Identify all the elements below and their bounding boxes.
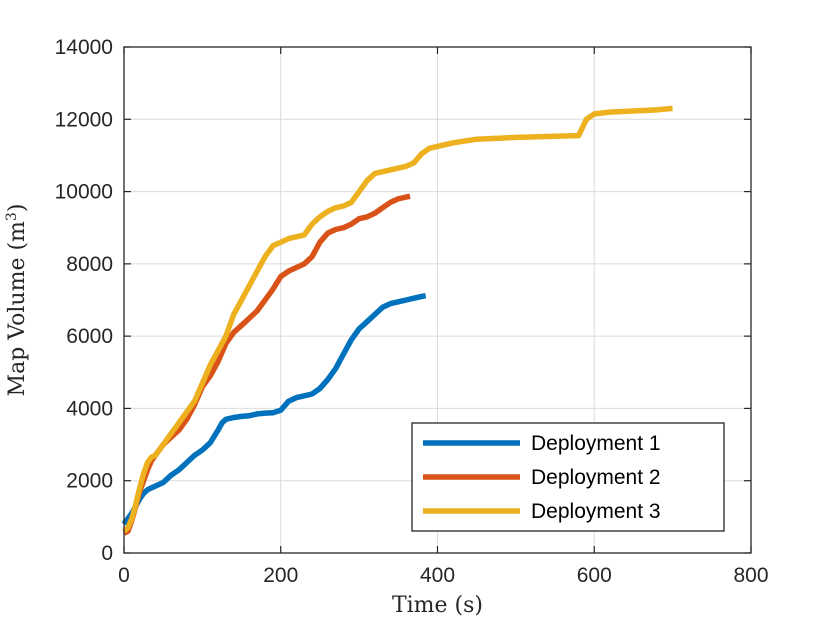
y-axis-label-main: Map Volume (m [5, 221, 30, 396]
x-tick-label: 400 [420, 564, 455, 587]
series-line-deployment-1 [121, 292, 427, 526]
y-tick-label: 12000 [55, 108, 113, 131]
x-axis-label: Time (s) [392, 593, 483, 618]
legend-label-deployment-3: Deployment 3 [531, 500, 661, 523]
legend: Deployment 1 Deployment 2 Deployment 3 [411, 422, 725, 532]
x-tick-label: 0 [118, 564, 130, 587]
y-tick-label: 0 [101, 542, 113, 565]
y-tick-label: 6000 [66, 325, 113, 348]
legend-label-deployment-1: Deployment 1 [531, 432, 661, 455]
y-axis-label: Map Volume (m3) [4, 204, 30, 397]
x-tick-label: 200 [263, 564, 298, 587]
y-axis-label-superscript: 3 [4, 212, 20, 221]
axis-ticks: 0 200 400 600 800020004000600080001000012000… [55, 36, 769, 587]
y-tick-label: 8000 [66, 253, 113, 276]
x-tick-label: 800 [733, 564, 768, 587]
y-tick-label: 2000 [66, 470, 113, 493]
y-tick-label: 4000 [66, 397, 113, 420]
y-tick-label: 10000 [55, 181, 113, 204]
legend-label-deployment-2: Deployment 2 [531, 466, 661, 489]
y-axis-label-close: ) [5, 204, 30, 213]
y-tick-label: 14000 [55, 36, 113, 59]
x-tick-label: 600 [577, 564, 612, 587]
series-lines [121, 105, 673, 536]
series-line-deployment-3 [122, 105, 673, 534]
